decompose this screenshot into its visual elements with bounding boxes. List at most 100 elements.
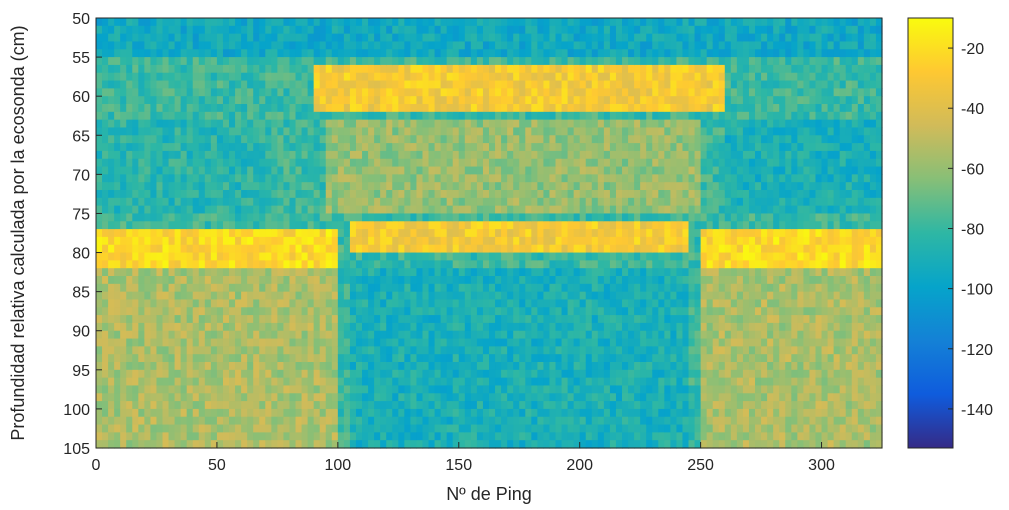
heatmap-cell [204,377,212,387]
heatmap-cell [259,143,266,152]
heatmap-cell [591,369,599,379]
heatmap-cell [102,57,109,66]
heatmap-cell [525,57,532,66]
heatmap-cell [464,362,472,371]
heatmap-cell [349,205,357,215]
heatmap-cell [265,104,272,113]
heatmap-cell [398,408,405,418]
heatmap-cell [579,229,587,238]
heatmap-cell [349,143,357,152]
heatmap-cell [410,268,418,277]
heatmap-cell [229,291,236,301]
heatmap-cell [392,150,399,160]
heatmap-cell [114,408,121,418]
heatmap-cell [319,291,327,301]
heatmap-cell [507,111,514,121]
heatmap-cell [210,174,218,183]
heatmap-cell [634,369,641,379]
heatmap-cell [222,25,230,35]
heatmap-cell [428,291,436,301]
heatmap-cell [422,96,430,105]
heatmap-cell [628,424,635,433]
heatmap-cell [216,18,224,27]
heatmap-cell [349,41,357,50]
heatmap-cell [132,236,139,246]
heatmap-cell [271,182,278,191]
heatmap-cell [543,33,551,43]
heatmap-cell [513,401,520,410]
heatmap-cell [186,190,194,199]
heatmap-cell [476,182,484,191]
heatmap-cell [277,127,285,136]
heatmap-cell [634,111,641,121]
heatmap-cell [168,80,176,89]
heatmap-cell [120,440,127,449]
heatmap-cell [247,385,254,394]
heatmap-cell [319,401,327,410]
heatmap-cell [525,150,532,160]
heatmap-cell [132,229,139,238]
heatmap-cell [168,315,176,324]
heatmap-cell [186,276,194,285]
heatmap-cell [428,244,436,254]
heatmap-cell [452,158,460,168]
heatmap-cell [307,338,315,347]
heatmap-cell [615,236,623,246]
heatmap-cell [198,143,206,152]
heatmap-cell [108,377,115,387]
heatmap-cell [174,158,182,168]
heatmap-cell [428,221,436,230]
heatmap-cell [265,57,272,66]
heatmap-cell [458,401,466,410]
heatmap-cell [168,135,176,144]
heatmap-cell [247,80,254,89]
heatmap-cell [458,174,466,183]
heatmap-cell [597,416,605,426]
heatmap-cell [597,111,605,121]
heatmap-cell [622,127,629,136]
heatmap-cell [132,18,139,27]
heatmap-cell [301,205,309,215]
heatmap-cell [271,236,278,246]
heatmap-cell [295,260,303,269]
heatmap-cell [210,150,218,160]
heatmap-cell [229,283,236,293]
heatmap-cell [144,119,152,129]
heatmap-cell [615,158,623,168]
heatmap-cell [174,104,182,113]
heatmap-cell [204,25,212,35]
heatmap-cell [640,135,647,144]
heatmap-cell [307,166,315,175]
heatmap-cell [470,369,478,379]
heatmap-cell [525,158,532,168]
heatmap-cell [265,416,272,426]
heatmap-cell [470,244,478,254]
heatmap-cell [634,205,641,215]
heatmap-cell [222,88,230,97]
heatmap-cell [585,166,593,175]
heatmap-cell [289,291,297,301]
heatmap-cell [349,18,357,27]
heatmap-cell [331,96,339,105]
heatmap-cell [289,236,297,246]
heatmap-cell [337,213,345,222]
heatmap-cell [543,244,551,254]
heatmap-cell [138,416,145,426]
heatmap-cell [265,135,272,144]
heatmap-cell [513,88,520,97]
heatmap-cell [150,268,158,277]
heatmap-cell [609,432,617,441]
heatmap-cell [204,416,212,426]
heatmap-cell [386,127,393,136]
heatmap-cell [174,80,182,89]
heatmap-cell [108,283,115,293]
heatmap-cell [362,330,369,340]
heatmap-cell [156,440,164,449]
heatmap-cell [404,354,411,363]
heatmap-cell [555,385,563,394]
heatmap-cell [615,150,623,160]
heatmap-cell [343,299,351,308]
heatmap-cell [355,401,363,410]
heatmap-cell [513,362,520,371]
heatmap-cell [567,111,575,121]
